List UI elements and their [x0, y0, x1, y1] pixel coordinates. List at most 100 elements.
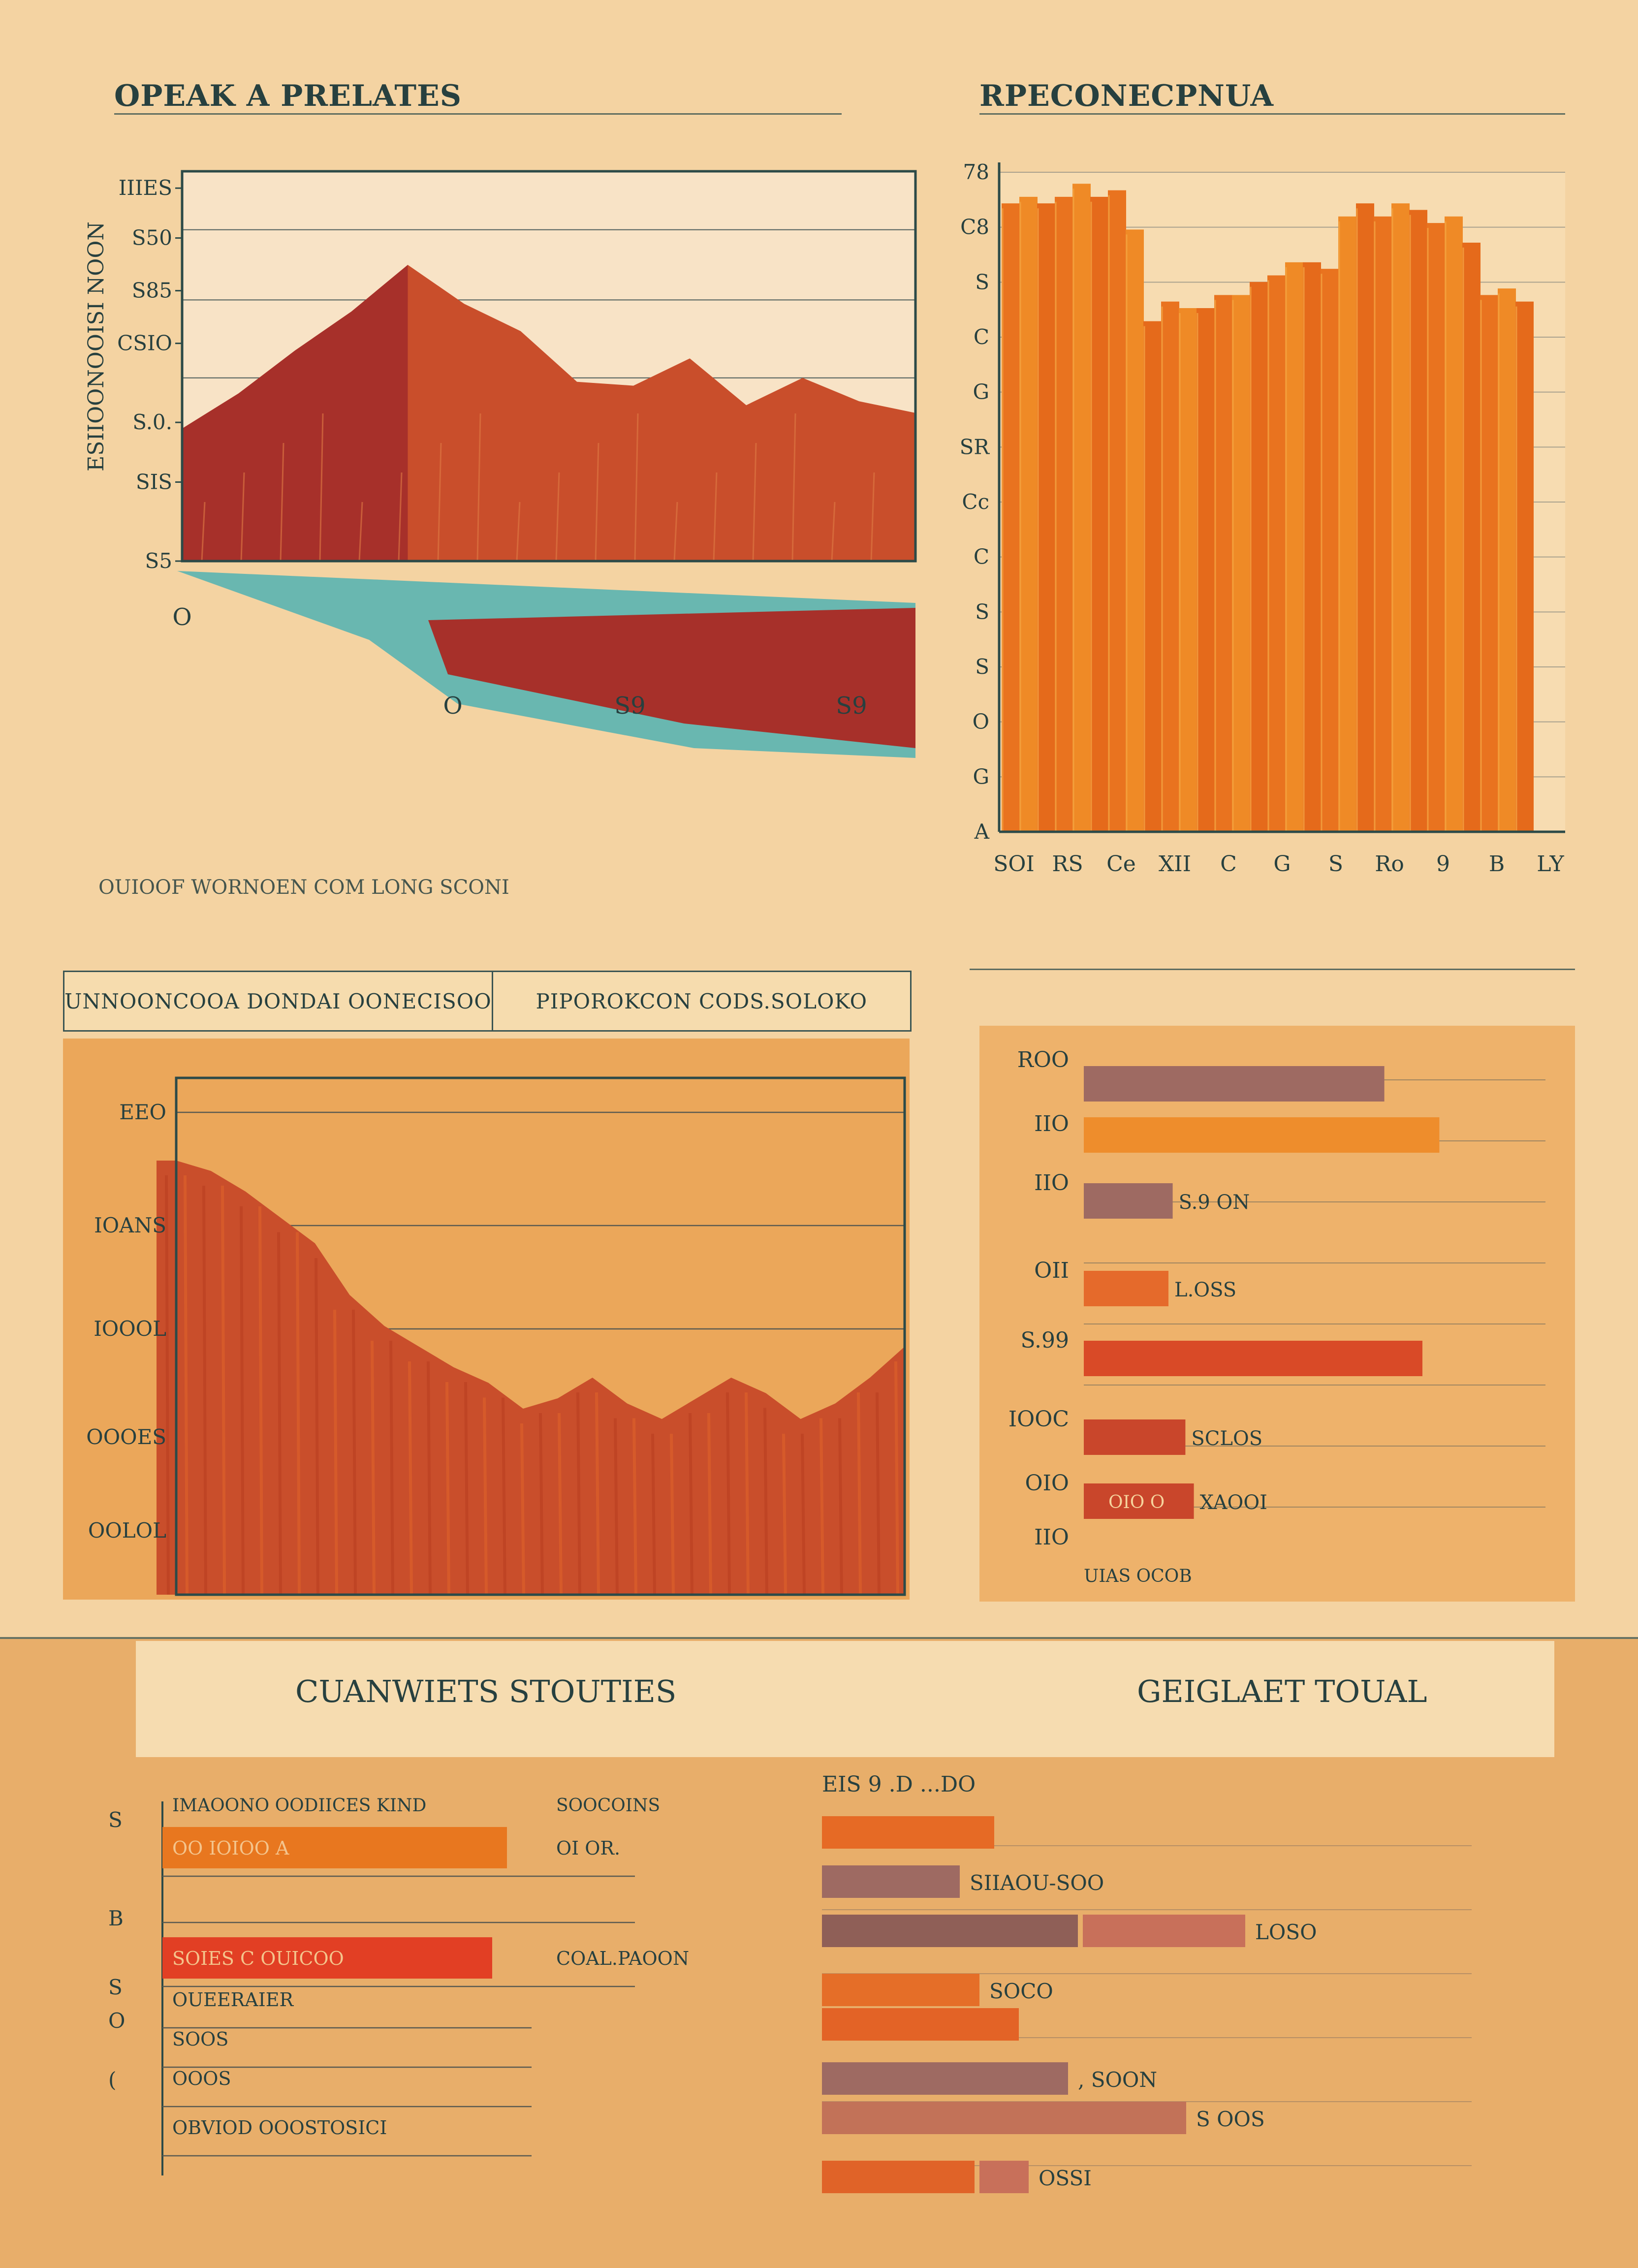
bar-inner-label-6: OIO O — [1108, 1492, 1165, 1512]
x-tick-label-3: XII — [1159, 851, 1191, 877]
bar-value-label-6: XAOOI — [1200, 1491, 1267, 1514]
y-tick-label-4: OOLOL — [88, 1518, 166, 1543]
bar-a-1 — [822, 1865, 960, 1898]
bar-27 — [1480, 295, 1498, 832]
tick-labels: ROO IIO IIO OII S.99 IOOC OIO IIO UIAS OCOB — [1008, 1047, 1192, 1586]
texture-stroke-17 — [483, 1397, 488, 1595]
bar-2 — [1084, 1183, 1173, 1219]
tab-bar: UNNOONCOOA DONDAI OONECISOO PIPOROKCON C… — [63, 971, 912, 1032]
axes — [181, 170, 917, 563]
texture-stroke-28 — [689, 1413, 693, 1595]
bar-5 — [1090, 196, 1108, 832]
texture-stroke-2 — [280, 442, 284, 562]
bar-3 — [1084, 1271, 1168, 1306]
texture-stroke-14 — [427, 1361, 432, 1595]
texture-stroke-29 — [707, 1413, 712, 1595]
texture-stroke-32 — [763, 1408, 768, 1595]
bar-0 — [1084, 1066, 1385, 1102]
bar-22 — [1391, 203, 1410, 832]
y-tick-label-4: G — [973, 380, 989, 404]
y-tick-label-5: SR — [960, 435, 990, 459]
y-tick-label-2: IOOOL — [94, 1317, 166, 1341]
texture-stroke-31 — [745, 1392, 750, 1595]
bar-21 — [1374, 216, 1392, 832]
x-tick-label-4: C — [1220, 851, 1237, 877]
tab-first[interactable]: UNNOONCOOA DONDAI OONECISOO — [64, 989, 492, 1013]
texture-stroke-2 — [202, 1185, 207, 1595]
y-tick-label-2: S — [975, 270, 989, 294]
bar-a-0 — [822, 1816, 994, 1849]
row-label-0: OO IOIOO A — [172, 1837, 289, 1859]
header-right: SOOCOINS — [556, 1796, 660, 1816]
texture-stroke-9 — [333, 1309, 338, 1595]
area-fill — [157, 1161, 905, 1595]
texture-stroke-16 — [831, 502, 836, 562]
bar-11 — [1197, 308, 1215, 832]
texture-stroke-17 — [870, 472, 875, 562]
texture-stroke-0 — [201, 502, 206, 562]
bottom-left-title: CUANWIETS STOUTIES — [295, 1673, 677, 1709]
texture-stroke-12 — [673, 502, 678, 562]
bottom-right-title: GEIGLAET TOUAL — [1137, 1673, 1427, 1709]
y-axis-label: ESIIOONOOISI NOON — [84, 221, 109, 472]
plot-frame — [175, 1076, 906, 1596]
bar-value-label-5: , SOON — [1078, 2068, 1157, 2092]
y-tick-label-6: S5 — [145, 549, 173, 573]
header: EIS 9 .D ...DO — [822, 1772, 976, 1797]
x-tick-label-0: O — [172, 603, 191, 631]
y-tick-label-1: B — [108, 1906, 124, 1930]
y-tick-label-0: S — [108, 1808, 123, 1832]
bar-4 — [1072, 184, 1091, 832]
texture-stroke-19 — [520, 1423, 525, 1595]
y-tick-label-0: 78 — [963, 160, 989, 184]
texture-stroke-5 — [398, 472, 403, 562]
y-tick-label-3: OOOES — [86, 1425, 166, 1449]
bar-value-label-7: OSSI — [1039, 2166, 1092, 2190]
row-value-2: COAL.PAOON — [556, 1948, 689, 1969]
terrain-ground — [428, 608, 915, 748]
y-tick-label-4: S.99 — [1020, 1328, 1069, 1353]
mountain-area-chart: IIIES S50 S85 CSIO S.0. SIS S5 O O S9 S9 ESIIOONOOI… — [84, 170, 917, 758]
texture-stroke-12 — [389, 1340, 394, 1595]
texture-stroke-6 — [277, 1232, 282, 1595]
row-label-4: SOOS — [172, 2028, 228, 2050]
texture-stroke-0 — [165, 1175, 170, 1595]
tab-second[interactable]: PIPOROKCON CODS.SOLOKO — [491, 972, 910, 1030]
bar-17 — [1303, 262, 1321, 832]
bar-14 — [1250, 282, 1268, 832]
bar-15 — [1267, 275, 1286, 832]
grid — [161, 1801, 635, 2175]
y-tick-label-6: Cc — [962, 490, 989, 514]
row-value-0: OI OR. — [556, 1837, 620, 1859]
header-left: IMAOONO OODIICES KIND — [172, 1796, 426, 1816]
bar-13 — [1232, 295, 1250, 832]
bar-a-5 — [822, 2062, 1068, 2095]
texture-stroke-7 — [476, 413, 481, 562]
row-label-3: OUEERAIER — [172, 1989, 294, 2011]
bar-series: OO IOIOO A OI OR. SOIES C OUICOO COAL.PAOON… — [162, 1827, 689, 2139]
texture-stroke-22 — [576, 1392, 581, 1595]
texture-stroke-11 — [634, 413, 639, 562]
bar-28 — [1498, 288, 1516, 832]
texture-stroke-3 — [319, 413, 324, 562]
texture-stroke-36 — [838, 1418, 843, 1595]
y-tick-label-0: IIIES — [119, 176, 172, 200]
y-tick-label-3: O — [108, 2009, 125, 2033]
footer-label: UIAS OCOB — [1084, 1566, 1192, 1586]
bar-a-4 — [822, 2008, 1019, 2041]
texture-stroke-35 — [819, 1418, 824, 1595]
x-tick-label-10: LY — [1537, 851, 1564, 877]
texture-stroke-15 — [791, 413, 796, 562]
y-tick-label-1: IIO — [1034, 1111, 1069, 1136]
texture-stroke-27 — [670, 1433, 675, 1595]
bar-value-label-3: L.OSS — [1174, 1279, 1236, 1301]
area-shadow — [182, 265, 408, 561]
bar-series: SIIAOU-SOO LOSO SOCO , SOON S OOS OSSI — [822, 1816, 1317, 2193]
bar-series: S.9 ON L.OSS SCLOS XAOOI OIO O — [1084, 1066, 1440, 1519]
y-tick-label-5: IOOC — [1008, 1407, 1069, 1432]
bar-7 — [1126, 229, 1144, 832]
y-tick-label-1: IOANS — [94, 1213, 166, 1237]
texture-stroke-24 — [614, 1418, 619, 1595]
y-tick-label-0: EEO — [119, 1100, 166, 1124]
